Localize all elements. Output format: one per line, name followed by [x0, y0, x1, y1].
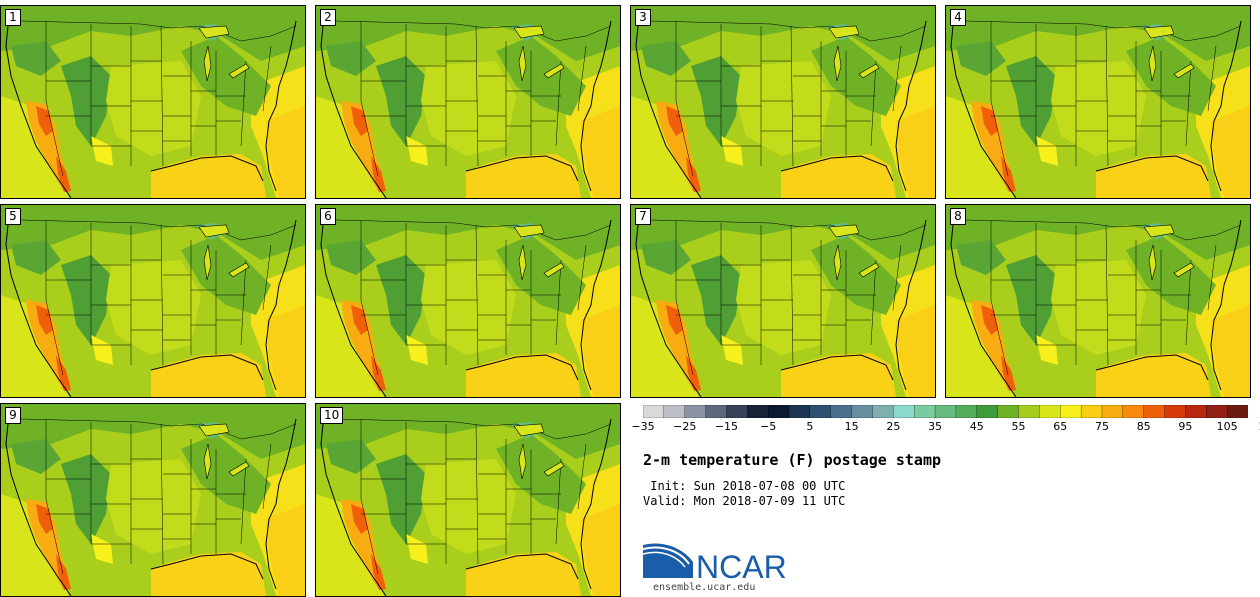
panel-number: 2 [320, 9, 336, 26]
colorbar-swatch [809, 405, 832, 418]
panel-number: 5 [5, 208, 21, 225]
colorbar-tick-label: 15 [844, 420, 859, 433]
logo-text: NCAR [696, 549, 787, 585]
map-panel-7: 7 [630, 204, 936, 398]
colorbar-swatch [643, 405, 665, 418]
colorbar-tick-label: 95 [1178, 420, 1193, 433]
map-panel-10: 10 [315, 403, 621, 597]
temperature-map [1, 6, 305, 198]
panel-number: 6 [320, 208, 336, 225]
colorbar-tick-label: 75 [1094, 420, 1109, 433]
colorbar-swatch [768, 405, 790, 418]
panel-number: 10 [320, 407, 344, 424]
panel-number: 4 [950, 9, 966, 26]
chart-title: 2-m temperature (F) postage stamp [643, 451, 942, 469]
colorbar-tick-label: 25 [886, 420, 901, 433]
panel-number: 9 [5, 407, 21, 424]
map-panel-5: 5 [0, 204, 306, 398]
colorbar-swatch [747, 405, 769, 418]
colorbar-tick-label: 115 [1258, 420, 1260, 433]
temperature-map [631, 205, 935, 397]
colorbar-tick-label: 85 [1136, 420, 1151, 433]
colorbar-tick-label: −15 [714, 420, 739, 433]
logo-url: ensemble.ucar.edu [653, 582, 756, 593]
colorbar-swatch [1143, 405, 1166, 418]
map-panel-6: 6 [315, 204, 621, 398]
map-panel-2: 2 [315, 5, 621, 199]
colorbar-swatch [663, 405, 686, 418]
colorbar-swatch [684, 405, 707, 418]
panel-number: 8 [950, 208, 966, 225]
panel-number: 3 [635, 9, 651, 26]
colorbar-swatch [1122, 405, 1145, 418]
colorbar-tick-label: 65 [1053, 420, 1068, 433]
colorbar-swatch [934, 405, 957, 418]
colorbar-tick-label: 45 [969, 420, 984, 433]
colorbar-swatch [1206, 405, 1228, 418]
temperature-map [946, 205, 1250, 397]
temperature-map [631, 6, 935, 198]
colorbar-swatch [1060, 405, 1082, 418]
colorbar-swatch [976, 405, 999, 418]
temperature-map [1, 404, 305, 596]
colorbar-swatch [705, 405, 728, 418]
map-panel-4: 4 [945, 5, 1251, 199]
colorbar-tick-label: −35 [631, 420, 655, 433]
colorbar-swatch [1101, 405, 1124, 418]
colorbar-swatch [1018, 405, 1041, 418]
temperature-map [316, 404, 620, 596]
colorbar-swatch [726, 405, 748, 418]
colorbar-tick-label: −25 [673, 420, 697, 433]
map-panel-1: 1 [0, 5, 306, 199]
colorbar-tick-label: 35 [928, 420, 943, 433]
colorbar-swatches [643, 405, 1248, 418]
colorbar: −35 −25 −15 −5 5 15 25 35 45 55 65 75 85 95 105 115 [631, 405, 1260, 435]
map-panel-8: 8 [945, 204, 1251, 398]
temperature-map [316, 205, 620, 397]
temperature-map [946, 6, 1250, 198]
colorbar-swatch [1080, 405, 1103, 418]
ncar-logo: NCAR [643, 543, 787, 585]
colorbar-swatch [851, 405, 874, 418]
colorbar-tick-label: 105 [1216, 420, 1238, 433]
colorbar-swatch [872, 405, 894, 418]
colorbar-swatch [1226, 405, 1248, 418]
colorbar-swatch [1164, 405, 1187, 418]
colorbar-tick-label: 5 [806, 420, 814, 433]
colorbar-swatch [1039, 405, 1061, 418]
panel-number: 7 [635, 208, 651, 225]
panel-number: 1 [5, 9, 21, 26]
map-panel-3: 3 [630, 5, 936, 199]
init-time: Init: Sun 2018-07-08 00 UTC [643, 479, 846, 493]
colorbar-swatch [955, 405, 978, 418]
colorbar-tick-label: 55 [1011, 420, 1026, 433]
colorbar-swatch [830, 405, 853, 418]
temperature-map [316, 6, 620, 198]
colorbar-swatch [788, 405, 811, 418]
colorbar-tick-label: −5 [760, 420, 777, 433]
colorbar-swatch [893, 405, 915, 418]
colorbar-swatch [1185, 405, 1207, 418]
valid-time: Valid: Mon 2018-07-09 11 UTC [643, 494, 846, 508]
colorbar-swatch [914, 405, 936, 418]
colorbar-swatch [997, 405, 1020, 418]
temperature-map [1, 205, 305, 397]
map-panel-9: 9 [0, 403, 306, 597]
